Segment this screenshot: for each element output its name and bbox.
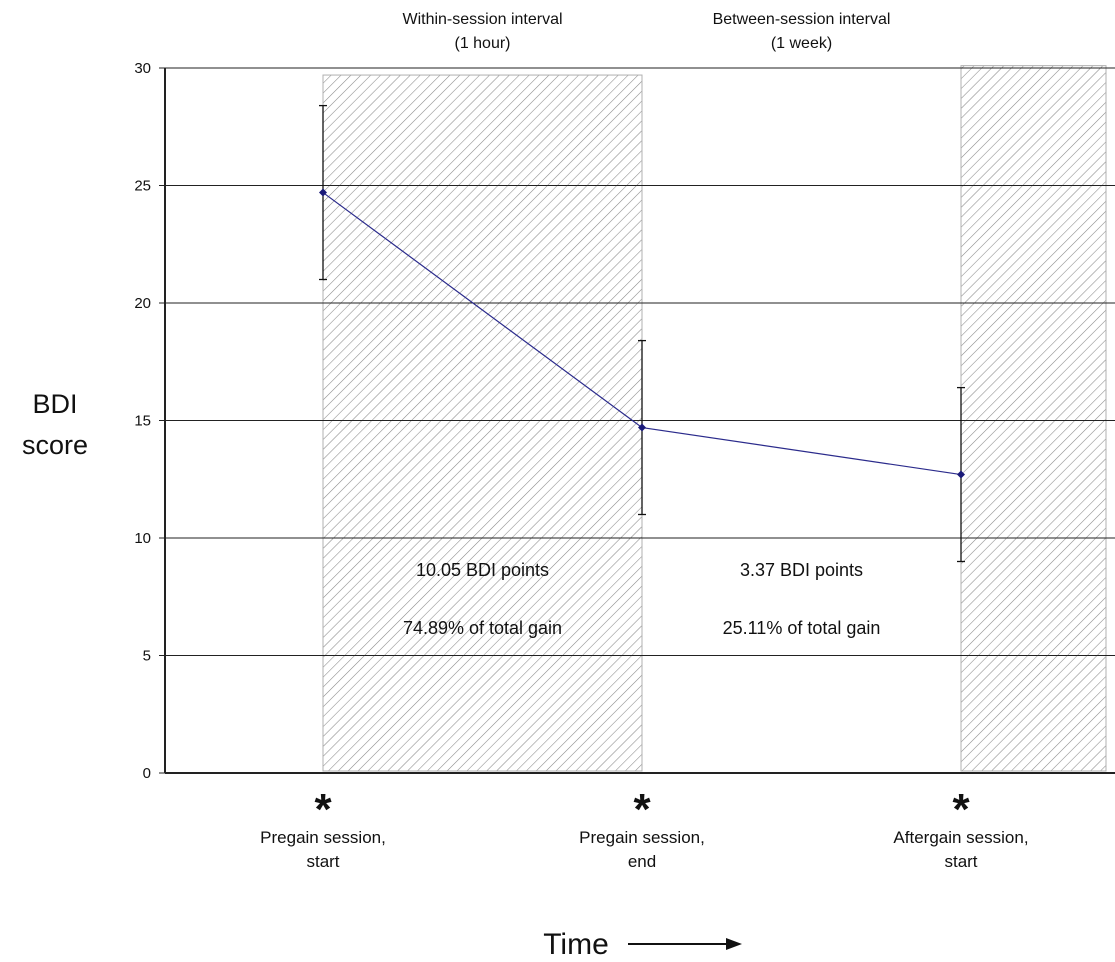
x-category-label: start (944, 852, 977, 871)
category-marker-asterisk: * (952, 785, 970, 834)
data-point-marker (319, 188, 327, 197)
y-tick-label: 5 (143, 648, 151, 665)
time-arrow-icon (726, 938, 742, 950)
x-category-label: Pregain session, (579, 828, 705, 847)
x-axis-label: Time (543, 928, 609, 961)
y-tick-label: 15 (134, 413, 151, 430)
data-point-marker (957, 470, 965, 479)
y-tick-label: 25 (134, 178, 151, 195)
data-point-marker (638, 423, 646, 432)
y-tick-label: 20 (134, 295, 151, 312)
category-marker-asterisk: * (633, 785, 651, 834)
x-category-label: Aftergain session, (893, 828, 1028, 847)
y-axis-label: BDI (32, 389, 77, 419)
y-tick-label: 0 (143, 765, 151, 782)
interval-label: Between-session interval (713, 11, 891, 28)
interval-annotation: 10.05 BDI points (416, 560, 549, 580)
shaded-interval-region (322, 74, 643, 772)
y-tick-label: 10 (134, 530, 151, 547)
shaded-trailing-region (960, 65, 1107, 772)
y-tick-label: 30 (134, 60, 151, 77)
interval-annotation: 25.11% of total gain (723, 618, 881, 638)
x-category-label: start (306, 852, 339, 871)
interval-label: (1 hour) (454, 35, 510, 52)
interval-label: (1 week) (771, 35, 832, 52)
x-category-label: Pregain session, (260, 828, 386, 847)
category-marker-asterisk: * (314, 785, 332, 834)
interval-annotation: 74.89% of total gain (403, 618, 562, 638)
interval-annotation: 3.37 BDI points (740, 560, 863, 580)
x-category-label: end (628, 852, 656, 871)
interval-label: Within-session interval (402, 11, 562, 28)
y-axis-label: score (22, 430, 88, 460)
